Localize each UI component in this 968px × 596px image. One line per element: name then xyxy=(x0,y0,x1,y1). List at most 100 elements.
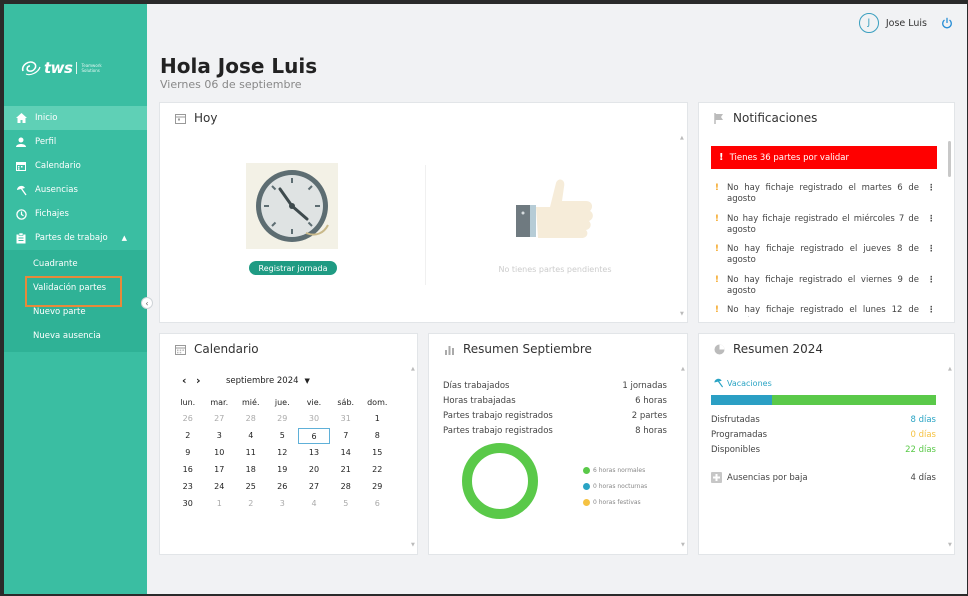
calendar-day[interactable]: 22 xyxy=(372,465,383,474)
calendar-day[interactable]: 21 xyxy=(340,465,351,474)
sidebar-item-perfil[interactable]: Perfil xyxy=(4,130,147,154)
notifications-scrollbar[interactable] xyxy=(948,141,951,177)
calendar-day[interactable]: 15 xyxy=(372,448,383,457)
scroll-down-icon[interactable]: ▼ xyxy=(411,542,415,548)
calendar-day[interactable]: 6 xyxy=(374,499,380,508)
scroll-down-icon[interactable]: ▼ xyxy=(680,311,684,317)
notification-item[interactable]: ! No hay fichaje registrado el lunes 12 … xyxy=(715,305,936,317)
calendar-day[interactable]: 29 xyxy=(372,482,383,491)
sidebar-submenu: Cuadrante Validación partes Nuevo parte … xyxy=(4,250,147,352)
calendar-day[interactable]: 29 xyxy=(277,414,288,423)
sidebar-subitem-nuevo-parte[interactable]: Nuevo parte xyxy=(33,307,86,317)
calendar-day[interactable]: 4 xyxy=(311,499,317,508)
notification-item[interactable]: ! No hay fichaje registrado el viernes 9… xyxy=(715,275,936,296)
exclamation-icon: ! xyxy=(719,152,724,163)
sidebar-item-calendario[interactable]: Calendario xyxy=(4,154,147,178)
scroll-down-icon[interactable]: ▼ xyxy=(948,542,952,548)
calendar-day[interactable]: 2 xyxy=(248,499,254,508)
sidebar-nav: Inicio Perfil Calendario Ausencias xyxy=(4,106,147,352)
calendar-day[interactable]: 26 xyxy=(277,482,288,491)
more-options-icon[interactable]: ⋮ xyxy=(927,244,936,254)
notification-item[interactable]: ! No hay fichaje registrado el jueves 8 … xyxy=(715,244,936,265)
sidebar-subitem-cuadrante[interactable]: Cuadrante xyxy=(33,259,78,269)
chevron-right-icon[interactable]: › xyxy=(196,374,201,387)
more-options-icon[interactable]: ⋮ xyxy=(927,214,936,224)
medical-cross-icon xyxy=(711,472,722,483)
calendar-day[interactable]: 1 xyxy=(216,499,222,508)
calendar-day-today[interactable]: 6 xyxy=(298,427,330,444)
scroll-up-icon[interactable]: ▲ xyxy=(948,366,952,372)
page-subtitle-date: Viernes 06 de septiembre xyxy=(160,78,302,91)
calendar-day[interactable]: 24 xyxy=(214,482,225,491)
calendar-day[interactable]: 8 xyxy=(374,431,380,440)
more-options-icon[interactable]: ⋮ xyxy=(927,275,936,285)
calendar-day[interactable]: 1 xyxy=(374,414,380,423)
calendar-day[interactable]: 10 xyxy=(214,448,225,457)
validation-alert[interactable]: ! Tienes 36 partes por validar xyxy=(711,146,937,169)
resumen-septiembre-card: Resumen Septiembre Días trabajados 1 jorn… xyxy=(428,333,688,555)
more-options-icon[interactable]: ⋮ xyxy=(927,305,936,315)
calendar-day[interactable]: 16 xyxy=(182,465,193,474)
clock-icon xyxy=(14,207,28,221)
calendar-day[interactable]: 28 xyxy=(340,482,351,491)
home-icon xyxy=(14,111,28,125)
calendar-day[interactable]: 31 xyxy=(340,414,351,423)
vacaciones-progress-used xyxy=(711,395,772,405)
beach-umbrella-icon xyxy=(714,378,724,388)
user-name[interactable]: Jose Luis xyxy=(885,17,927,29)
calendar-day[interactable]: 28 xyxy=(245,414,256,423)
calendar-day[interactable]: 23 xyxy=(182,482,193,491)
sidebar-subitem-validacion-partes[interactable]: Validación partes xyxy=(4,276,147,307)
sidebar-subitem-nueva-ausencia[interactable]: Nueva ausencia xyxy=(33,331,101,341)
vacaciones-progress-bar xyxy=(711,395,936,405)
scroll-up-icon[interactable]: ▲ xyxy=(411,366,415,372)
calendar-day[interactable]: 20 xyxy=(308,465,320,474)
scroll-down-icon[interactable]: ▼ xyxy=(681,542,685,548)
month-label[interactable]: septiembre 2024 xyxy=(226,375,299,386)
vacation-row: Disfrutadas 8 días xyxy=(711,415,936,425)
sidebar-collapse-button[interactable]: ‹ xyxy=(141,297,153,309)
calendar-day[interactable]: 30 xyxy=(182,499,193,508)
validation-alert-text: Tienes 36 partes por validar xyxy=(729,152,849,163)
calendar-day[interactable]: 26 xyxy=(182,414,193,423)
notification-item[interactable]: ! No hay fichaje registrado el martes 6 … xyxy=(715,183,936,204)
calendar-day[interactable]: 17 xyxy=(214,465,225,474)
power-icon[interactable] xyxy=(941,17,953,29)
calendar-day[interactable]: 7 xyxy=(343,431,349,440)
chevron-left-icon[interactable]: ‹ xyxy=(182,374,187,387)
calendar-day[interactable]: 27 xyxy=(308,482,320,491)
sidebar-item-label: Calendario xyxy=(35,161,81,171)
calendar-day[interactable]: 9 xyxy=(185,448,191,457)
calendar-day[interactable]: 30 xyxy=(308,414,320,423)
calendar-day[interactable]: 19 xyxy=(277,465,288,474)
register-shift-button[interactable]: Registrar jornada xyxy=(249,261,337,275)
calendar-day[interactable]: 5 xyxy=(279,431,285,440)
hoy-card: Hoy Registrar jornada xyxy=(159,102,688,323)
caret-down-icon[interactable]: ▼ xyxy=(304,376,310,385)
calendar-day[interactable]: 18 xyxy=(245,465,256,474)
scroll-up-icon[interactable]: ▲ xyxy=(680,135,684,141)
pie-chart-icon xyxy=(713,343,725,355)
avatar[interactable]: J xyxy=(858,13,879,33)
calendar-day[interactable]: 4 xyxy=(248,431,254,440)
sidebar-item-inicio[interactable]: Inicio xyxy=(4,106,147,130)
calendar-day[interactable]: 2 xyxy=(185,431,191,440)
sidebar-item-ausencias[interactable]: Ausencias xyxy=(4,178,147,202)
sidebar-item-fichajes[interactable]: Fichajes xyxy=(4,202,147,226)
notification-item[interactable]: ! No hay fichaje registrado el miércoles… xyxy=(715,214,936,235)
calendar-day[interactable]: 3 xyxy=(279,499,285,508)
calendar-day[interactable]: 14 xyxy=(340,448,351,457)
more-options-icon[interactable]: ⋮ xyxy=(927,183,936,193)
scroll-up-icon[interactable]: ▲ xyxy=(681,366,685,372)
sidebar-item-partes-de-trabajo[interactable]: Partes de trabajo ▲ xyxy=(4,226,147,250)
calendar-day[interactable]: 5 xyxy=(343,499,349,508)
calendar-icon xyxy=(174,343,186,355)
calendar-day[interactable]: 13 xyxy=(308,448,320,457)
calendar-day[interactable]: 12 xyxy=(277,448,288,457)
calendar-day[interactable]: 25 xyxy=(245,482,256,491)
calendar-day[interactable]: 11 xyxy=(245,448,256,457)
clock-illustration xyxy=(246,163,338,249)
weekday-header: mar. xyxy=(210,397,229,407)
calendar-day[interactable]: 27 xyxy=(214,414,225,423)
calendar-day[interactable]: 3 xyxy=(216,431,222,440)
